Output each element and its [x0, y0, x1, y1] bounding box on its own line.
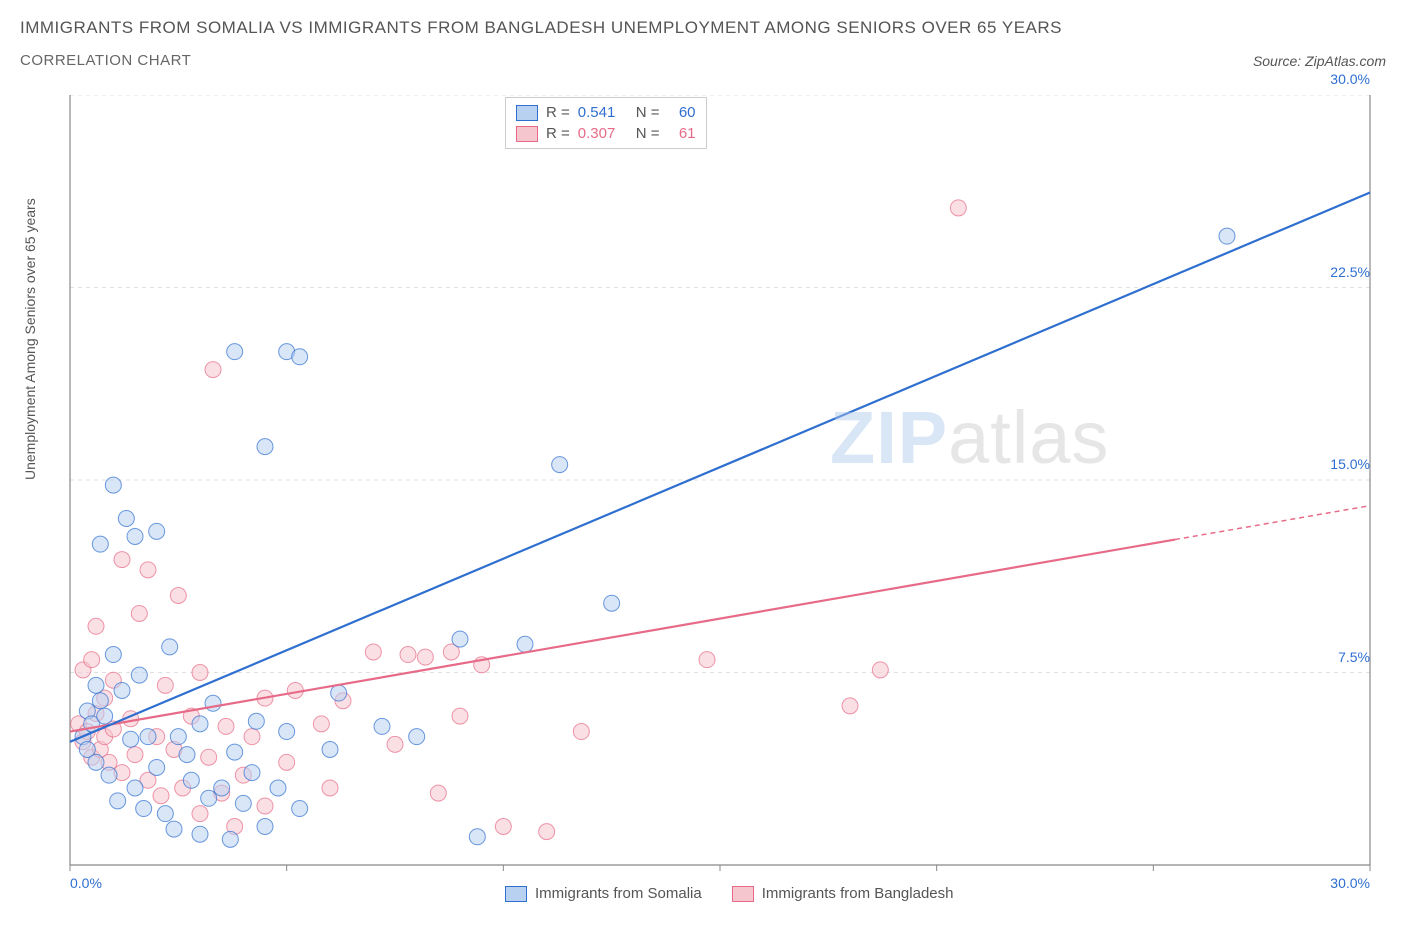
r-label: R =	[546, 104, 570, 121]
y-tick-label: 30.0%	[1310, 71, 1370, 87]
r-value-a: 0.541	[578, 104, 628, 121]
n-label: N =	[636, 125, 660, 142]
y-tick-label: 15.0%	[1310, 456, 1370, 472]
series-a-name: Immigrants from Somalia	[535, 885, 702, 902]
chart-title: IMMIGRANTS FROM SOMALIA VS IMMIGRANTS FR…	[20, 18, 1386, 38]
legend-row-b: R = 0.307 N = 61	[516, 123, 696, 144]
r-label: R =	[546, 125, 570, 142]
source-attribution: Source: ZipAtlas.com	[1253, 53, 1386, 69]
n-value-b: 61	[668, 125, 696, 142]
legend-item-b: Immigrants from Bangladesh	[732, 885, 954, 902]
series-legend: Immigrants from Somalia Immigrants from …	[505, 885, 953, 902]
y-tick-label: 22.5%	[1310, 264, 1370, 280]
swatch-b-icon	[516, 126, 538, 142]
y-axis-label: Unemployment Among Seniors over 65 years	[22, 198, 38, 480]
x-tick-label: 30.0%	[1320, 875, 1370, 891]
n-value-a: 60	[668, 104, 696, 121]
scatter-chart-svg	[60, 95, 1390, 875]
legend-item-a: Immigrants from Somalia	[505, 885, 702, 902]
swatch-a-icon	[516, 105, 538, 121]
swatch-a-icon	[505, 886, 527, 902]
y-tick-label: 7.5%	[1310, 649, 1370, 665]
swatch-b-icon	[732, 886, 754, 902]
n-label: N =	[636, 104, 660, 121]
r-value-b: 0.307	[578, 125, 628, 142]
correlation-legend: R = 0.541 N = 60 R = 0.307 N = 61	[505, 97, 707, 149]
chart-plot-area: ZIPatlas R = 0.541 N = 60 R = 0.307 N = …	[60, 95, 1390, 875]
chart-subtitle: CORRELATION CHART	[20, 52, 191, 69]
legend-row-a: R = 0.541 N = 60	[516, 102, 696, 123]
series-b-name: Immigrants from Bangladesh	[762, 885, 954, 902]
x-tick-label: 0.0%	[70, 875, 102, 891]
